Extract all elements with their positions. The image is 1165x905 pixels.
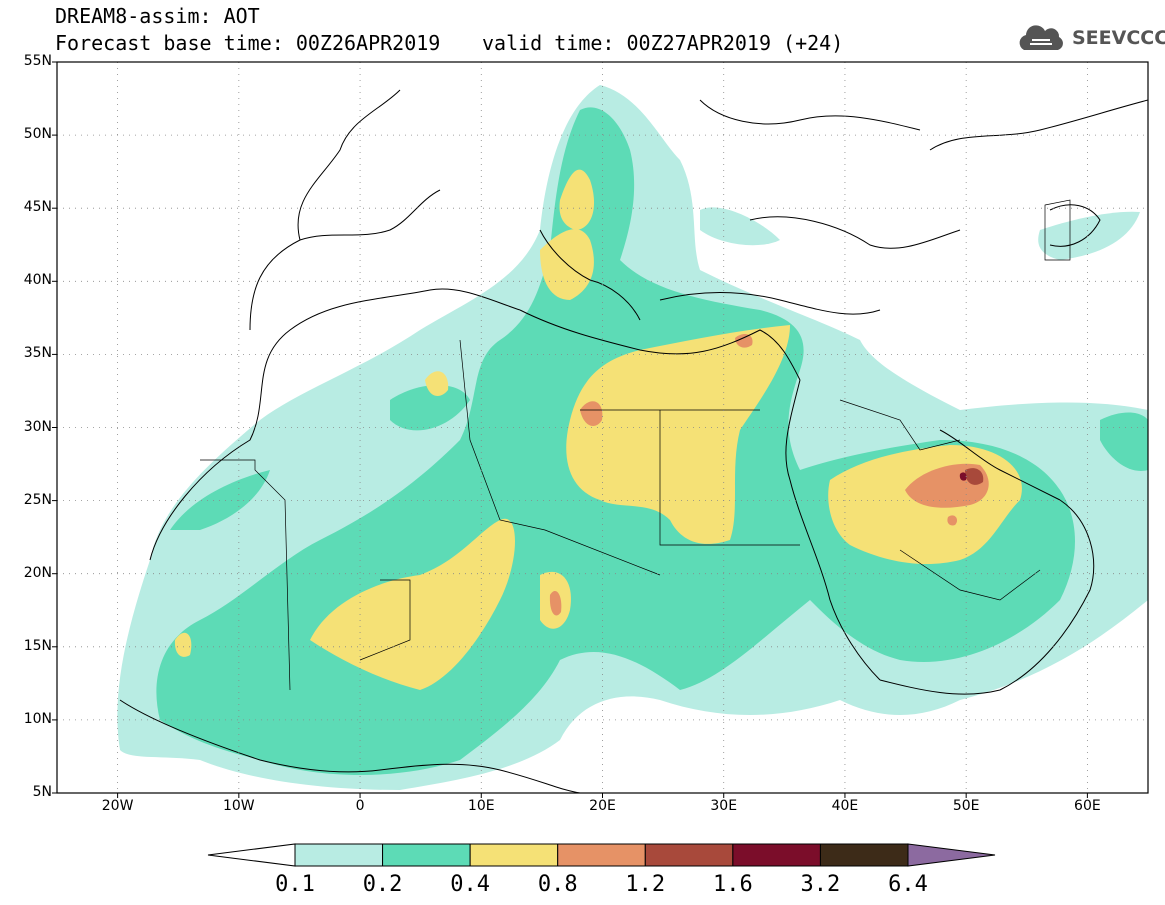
lat-label: 35N	[23, 345, 52, 362]
colorbar-threshold-label: 0.4	[450, 872, 491, 897]
lat-label: 45N	[23, 199, 52, 216]
lat-label: 5N	[32, 784, 52, 800]
lon-label: 10W	[222, 798, 255, 814]
lat-label: 55N	[23, 53, 52, 69]
lon-label: 20E	[589, 798, 616, 814]
colorbar-threshold-label: 0.8	[537, 872, 578, 897]
colorbar-threshold-label: 0.2	[362, 872, 403, 897]
cloud-logo-icon	[1019, 25, 1063, 50]
colorbar-threshold-label: 1.2	[625, 872, 666, 897]
axis-ticks	[52, 61, 1088, 798]
borders	[200, 199, 1071, 691]
lat-label: 50N	[23, 126, 52, 143]
aot-band-1.2	[965, 468, 984, 485]
colorbar-threshold-label: 0.1	[275, 872, 315, 897]
map-title: DREAM8-assim: AOT	[55, 4, 260, 28]
colorbar-threshold-label: 6.4	[888, 872, 928, 897]
lon-label: 0	[355, 798, 365, 814]
lon-label: 20W	[101, 798, 134, 814]
lat-label: 10N	[23, 710, 52, 727]
lon-label: 10E	[467, 798, 495, 814]
logo-text: SEEVCCC	[1072, 27, 1165, 49]
lat-label: 15N	[23, 637, 52, 654]
colorbar-threshold-label: 1.6	[712, 872, 753, 897]
aot-band-1.6	[959, 472, 967, 481]
lat-label: 25N	[23, 491, 52, 508]
lat-label: 30N	[23, 418, 52, 435]
lon-label: 60E	[1074, 798, 1101, 814]
valid-time: valid time: 00Z27APR2019 (+24)	[482, 31, 844, 55]
lat-label: 20N	[23, 564, 52, 581]
forecast-base-time: Forecast base time: 00Z26APR2019	[55, 31, 441, 55]
lon-label: 30E	[710, 798, 738, 814]
lon-label: 50E	[952, 798, 980, 814]
lon-label: 40E	[831, 798, 859, 814]
colorbar-threshold-label: 3.2	[800, 872, 841, 897]
lat-label: 40N	[23, 272, 52, 289]
coastlines	[119, 89, 1148, 793]
